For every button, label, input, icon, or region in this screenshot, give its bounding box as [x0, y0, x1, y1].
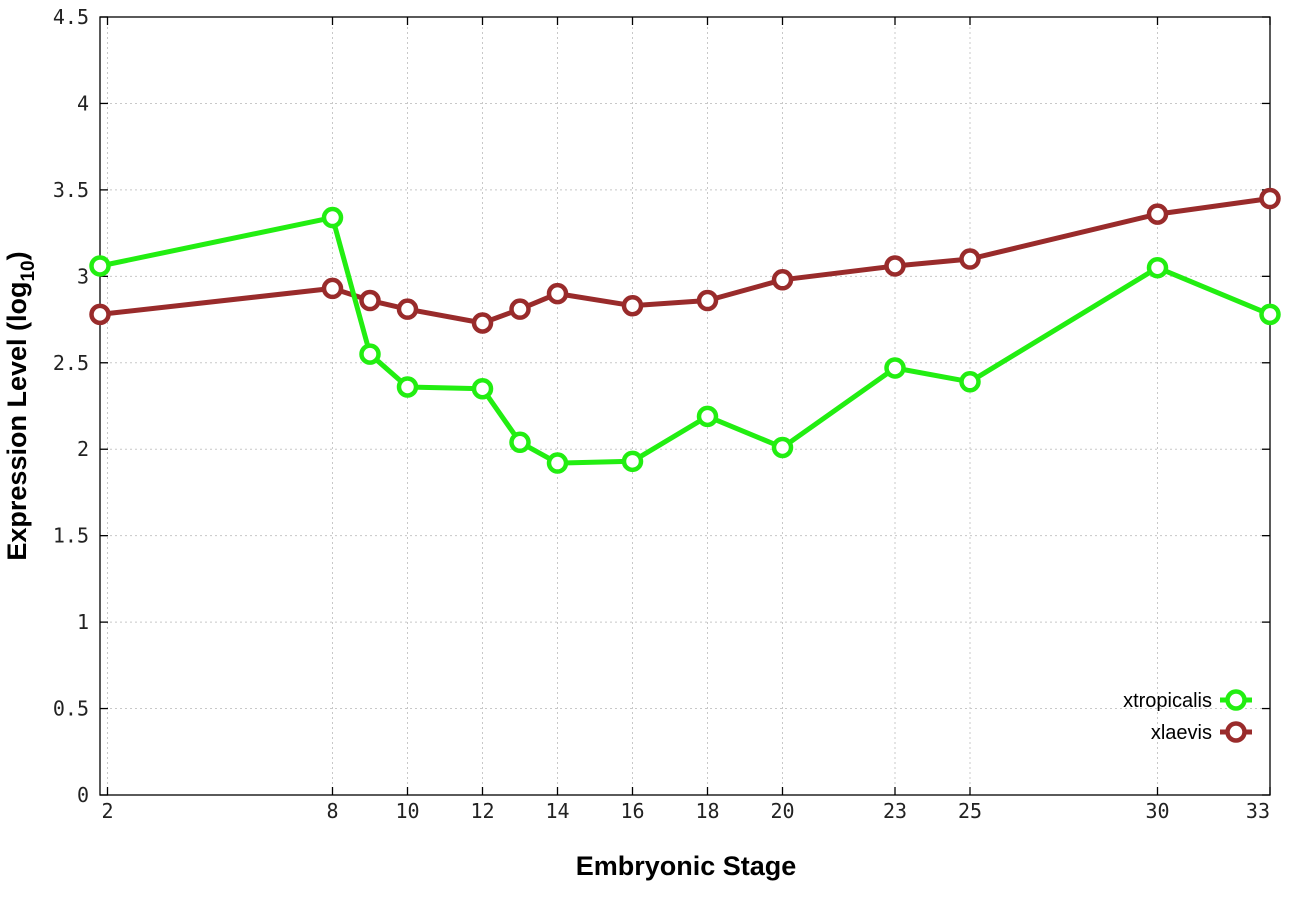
- y-axis-title-close: ): [2, 251, 32, 260]
- legend: xtropicalis xlaevis: [1123, 689, 1252, 744]
- data-point-xtropicalis: [89, 255, 111, 277]
- y-tick-label: 0: [77, 783, 89, 807]
- x-axis-title: Embryonic Stage: [576, 851, 797, 881]
- legend-item-xlaevis: xlaevis: [1151, 721, 1252, 744]
- data-point-xtropicalis: [884, 357, 906, 379]
- grid-lines: [100, 17, 1270, 795]
- series-xlaevis: [89, 187, 1281, 334]
- y-tick-label: 1.5: [53, 524, 89, 548]
- legend-swatch-marker: [1225, 689, 1247, 711]
- x-tick-label: 33: [1246, 799, 1270, 823]
- data-point-xtropicalis: [321, 206, 344, 229]
- data-point-xlaevis: [509, 298, 531, 320]
- series-line-xtropicalis: [99, 215, 1271, 466]
- x-tick-label: 25: [958, 799, 982, 823]
- y-axis-title-main: Expression Level (log: [2, 282, 32, 561]
- series-layer: [89, 187, 1281, 474]
- legend-swatch-marker: [1225, 721, 1247, 743]
- data-point-xtropicalis: [771, 436, 794, 459]
- x-tick-label: 30: [1145, 799, 1169, 823]
- data-point-xtropicalis: [509, 431, 531, 454]
- data-point-xlaevis: [959, 248, 981, 270]
- data-point-xtropicalis: [696, 405, 719, 428]
- x-tick-label: 18: [695, 799, 719, 823]
- data-point-xtropicalis: [1146, 256, 1169, 279]
- x-tick-label: 10: [395, 799, 419, 823]
- x-tick-label: 20: [770, 799, 794, 823]
- y-tick-label: 3.5: [53, 178, 89, 202]
- x-axis-tick-labels: 2 8 10 12 14 16 18 20 23 25 30 33: [101, 799, 1270, 823]
- y-tick-label: 2: [77, 437, 89, 461]
- series-xtropicalis: [89, 206, 1281, 474]
- plot-frame: [99, 16, 1271, 796]
- y-axis-tick-labels: 0 0.5 1 1.5 2 2.5 3 3.5 4 4.5: [53, 5, 89, 807]
- axis-ticks: [100, 16, 1271, 796]
- data-point-xlaevis: [359, 289, 381, 312]
- data-point-xtropicalis: [546, 452, 569, 474]
- data-point-xtropicalis: [396, 376, 419, 398]
- data-point-xtropicalis: [621, 450, 644, 473]
- x-tick-label: 14: [545, 799, 569, 823]
- data-point-xlaevis: [396, 298, 419, 320]
- legend-label: xlaevis: [1151, 722, 1212, 744]
- data-point-xtropicalis: [1259, 303, 1281, 326]
- y-tick-label: 4: [77, 91, 89, 115]
- y-tick-label: 1: [77, 610, 89, 634]
- data-point-xlaevis: [771, 269, 794, 291]
- data-point-xlaevis: [884, 255, 906, 277]
- y-axis-title: Expression Level (log10): [2, 251, 39, 560]
- y-tick-label: 2.5: [53, 351, 89, 375]
- x-tick-label: 8: [326, 799, 338, 823]
- legend-item-xtropicalis: xtropicalis: [1123, 689, 1252, 712]
- y-tick-label: 3: [77, 264, 89, 288]
- x-tick-label: 2: [101, 799, 113, 823]
- data-point-xlaevis: [1259, 187, 1281, 210]
- y-tick-label: 4.5: [53, 5, 89, 29]
- y-axis-title-subscript: 10: [18, 260, 39, 281]
- data-point-xtropicalis: [959, 371, 981, 393]
- data-point-xlaevis: [89, 303, 111, 326]
- data-point-xlaevis: [621, 294, 644, 317]
- data-point-xlaevis: [1146, 203, 1169, 225]
- x-tick-label: 12: [470, 799, 494, 823]
- data-point-xtropicalis: [471, 377, 494, 400]
- x-tick-label: 23: [883, 799, 907, 823]
- data-point-xlaevis: [546, 282, 569, 305]
- data-point-xtropicalis: [359, 343, 381, 365]
- data-point-xlaevis: [696, 289, 719, 312]
- y-tick-label: 0.5: [53, 697, 89, 721]
- data-point-xlaevis: [321, 277, 344, 300]
- x-tick-label: 16: [620, 799, 644, 823]
- legend-label: xtropicalis: [1123, 690, 1212, 712]
- data-point-xlaevis: [471, 312, 494, 334]
